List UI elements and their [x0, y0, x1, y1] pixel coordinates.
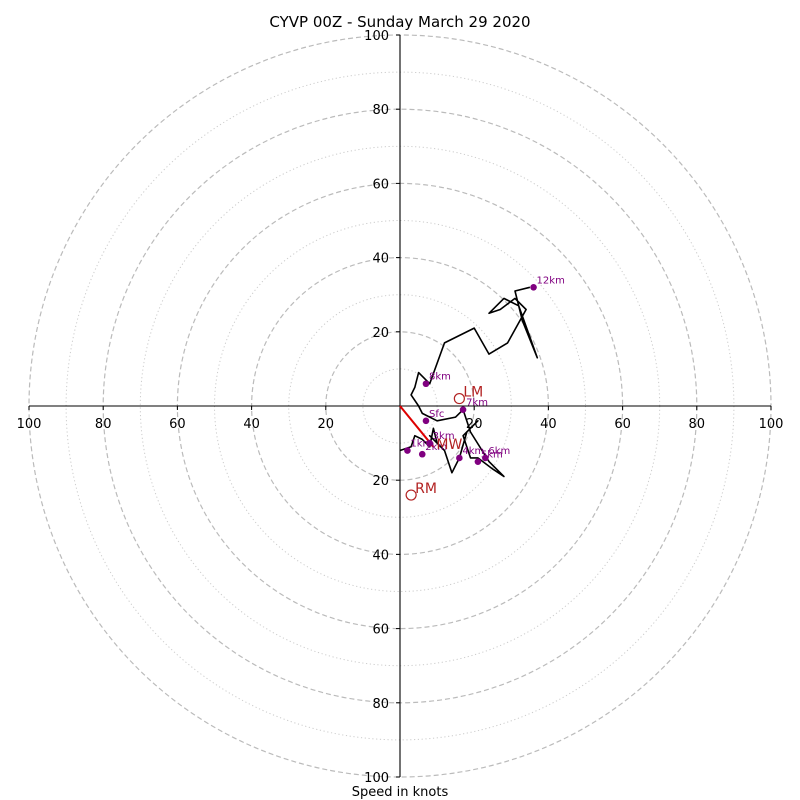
height-marker-2km: [418, 450, 426, 458]
x-tick-label: 60: [169, 417, 186, 432]
height-marker-sfc: [422, 417, 430, 425]
y-tick-label: 80: [372, 103, 389, 118]
height-marker-6km: [482, 454, 489, 462]
height-marker-7km: [459, 406, 467, 414]
y-tick-label: 20: [372, 474, 389, 489]
storm-motion-rm-label: RM: [415, 481, 437, 497]
x-tick-label: 100: [759, 417, 784, 432]
x-tick-label: 40: [540, 417, 557, 432]
y-tick-label: 60: [372, 177, 389, 192]
y-tick-label: 100: [364, 771, 389, 786]
x-tick-label: 80: [95, 417, 112, 432]
y-tick-label: 40: [372, 548, 389, 563]
x-tick-label: 100: [17, 417, 42, 432]
y-tick-label: 40: [372, 252, 389, 267]
x-tick-label: 20: [318, 417, 335, 432]
storm-motions: LM RM MW: [405, 385, 483, 501]
height-label-1km: 1km: [410, 439, 432, 450]
height-label-4km: 4km: [462, 446, 484, 457]
y-tick-label: 80: [372, 697, 389, 712]
height-label-7km: 7km: [466, 398, 488, 409]
height-marker-5km: [474, 458, 482, 465]
storm-motion-lm-label: LM: [463, 385, 483, 401]
x-tick-label: 60: [614, 417, 631, 432]
hodograph-trace-group: [399, 286, 539, 478]
height-marker-12km: [530, 283, 537, 291]
height-marker-8km: [422, 380, 430, 388]
height-marker-4km: [456, 454, 463, 462]
hodograph-trace: [399, 286, 539, 478]
mean-wind-vector: [399, 405, 435, 448]
storm-motion-lm-marker: [453, 392, 465, 405]
chart-title: CYVP 00Z - Sunday March 29 2020: [269, 13, 530, 31]
height-label-12km: 12km: [537, 275, 565, 286]
tick-labels: 100 80 60 40 20 20 40 60 80 100100806040202040608…: [17, 29, 784, 786]
height-label-8km: 8km: [429, 372, 451, 383]
height-marker-1km: [404, 447, 411, 454]
y-tick-label: 20: [372, 326, 389, 341]
height-marker-3km: [426, 439, 433, 447]
y-tick-label: 100: [364, 29, 389, 44]
height-label-sfc: Sfc: [429, 409, 444, 420]
x-tick-label: 80: [689, 417, 706, 432]
height-label-5km: 5km: [481, 450, 503, 461]
mean-wind-label: MW: [436, 437, 462, 453]
y-tick-label: 60: [372, 623, 389, 638]
x-tick-label: 40: [243, 417, 260, 432]
height-label-6km: 6km: [488, 446, 510, 457]
x-axis-label: Speed in knots: [352, 785, 449, 800]
height-label-3km: 3km: [433, 431, 455, 442]
storm-motion-rm-marker: [405, 489, 417, 501]
height-label-2km: 2km: [425, 442, 447, 453]
